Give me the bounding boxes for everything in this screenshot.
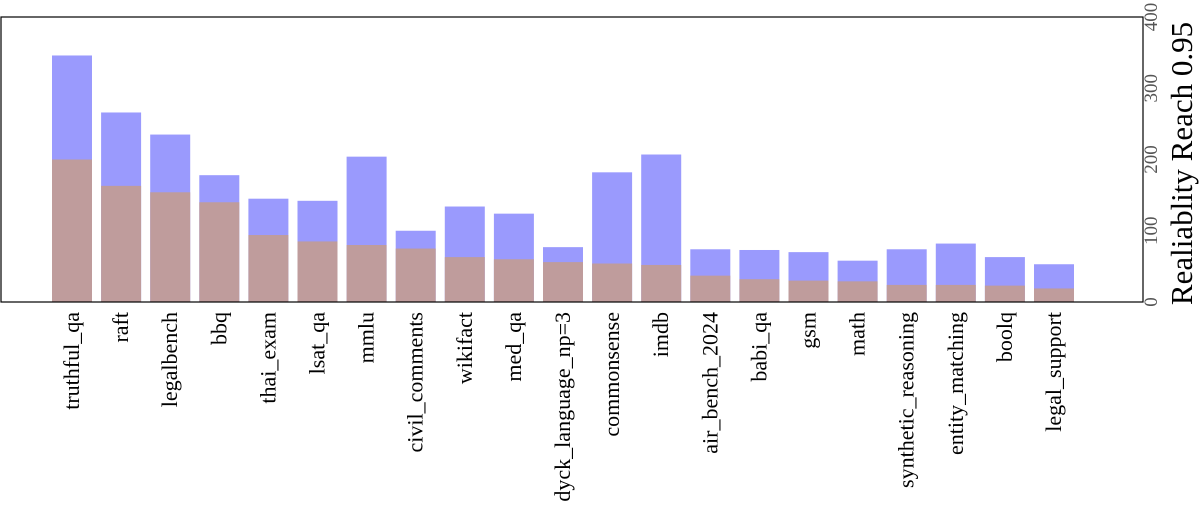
bar-inner-gsm [788, 280, 829, 303]
x-tick-label: bbq [206, 312, 231, 345]
x-tick-label: entity_matching [943, 312, 968, 455]
x-tick-label: legal_support [1041, 312, 1066, 432]
plot-frame [0, 16, 1144, 303]
bar-inner-synthetic_reasoning [886, 284, 927, 302]
x-tick-label: boolq [992, 312, 1017, 362]
x-tick-label: med_qa [501, 312, 526, 382]
y-tick-label: 0 [1141, 297, 1162, 307]
bar-inner-boolq [984, 285, 1025, 302]
bar-inner-math [837, 281, 878, 302]
x-tick-label: legalbench [157, 312, 182, 407]
bar-inner-thai_exam [248, 235, 289, 302]
x-axis-ticks: truthful_qa raft legalbench bbq thai_exam lsa… [59, 312, 1066, 502]
y-tick-label: 200 [1141, 145, 1162, 174]
x-tick-label: raft [108, 312, 133, 343]
bar-inner-entity_matching [935, 284, 976, 302]
x-tick-label: gsm [796, 312, 821, 349]
bars-group [52, 55, 1074, 303]
y-axis-label: Realiablity Reach 0.95 [1164, 22, 1199, 305]
x-tick-label: lsat_qa [305, 312, 330, 375]
y-tick-label: 300 [1141, 74, 1162, 103]
bar-inner-air_bench_2024 [690, 275, 731, 302]
bar-inner-med_qa [493, 259, 534, 302]
bar-inner-bbq [199, 202, 240, 302]
bar-inner-dyck_language_np=3 [543, 262, 583, 302]
x-tick-label: babi_qa [746, 312, 771, 382]
x-tick-label: thai_exam [255, 312, 280, 404]
bar-inner-babi_qa [739, 279, 780, 302]
x-tick-label: synthetic_reasoning [894, 312, 919, 488]
x-tick-label: math [845, 312, 870, 356]
bar-inner-truthful_qa [52, 159, 92, 302]
y-tick-label: 400 [1141, 3, 1162, 32]
bar-inner-legal_support [1034, 288, 1074, 302]
x-tick-label: dyck_language_np=3 [550, 312, 575, 502]
x-tick-label: mmlu [354, 312, 379, 363]
x-tick-label: imdb [648, 312, 673, 357]
x-tick-label: commonsense [599, 312, 624, 437]
bar-inner-legalbench [150, 192, 191, 302]
x-tick-label: air_bench_2024 [697, 312, 722, 454]
bar-inner-civil_comments [395, 248, 436, 302]
x-tick-label: truthful_qa [59, 312, 84, 410]
bar-inner-lsat_qa [297, 241, 338, 302]
x-tick-label: civil_comments [403, 312, 428, 453]
y-axis-ticks: 0 100 200 300 400 [1141, 3, 1162, 307]
bar-inner-raft [101, 185, 142, 302]
bar-inner-imdb [641, 264, 682, 302]
y-tick-label: 100 [1141, 217, 1162, 246]
x-tick-label: wikifact [452, 312, 477, 384]
bar-inner-commonsense [592, 263, 633, 302]
bar-inner-mmlu [346, 245, 387, 302]
bar-inner-wikifact [444, 257, 485, 302]
